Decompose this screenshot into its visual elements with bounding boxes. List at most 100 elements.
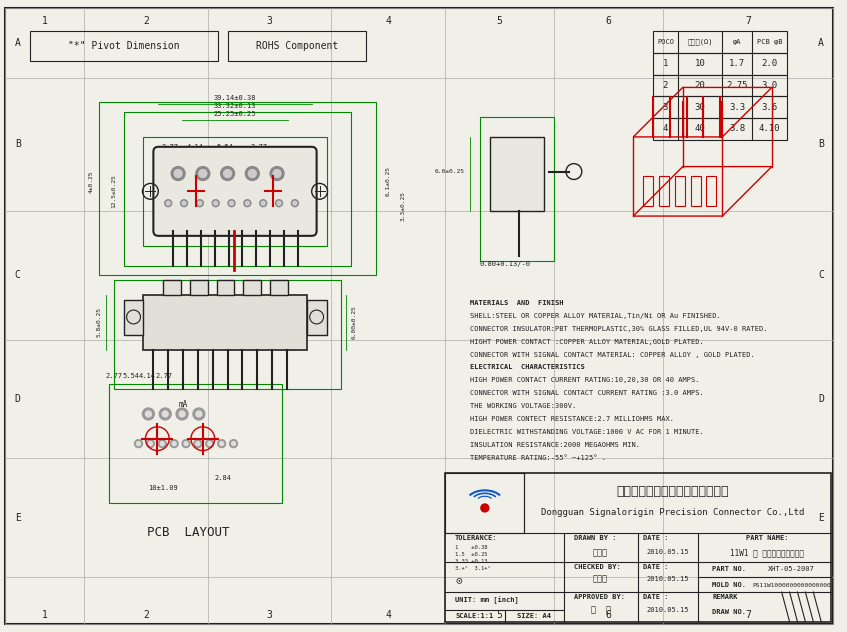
Bar <box>643 176 653 206</box>
Bar <box>143 137 326 246</box>
Text: 6.1±0.25: 6.1±0.25 <box>386 166 390 197</box>
Bar <box>307 300 326 335</box>
Text: C: C <box>818 270 824 281</box>
Text: B: B <box>818 139 824 149</box>
Circle shape <box>244 200 251 207</box>
Circle shape <box>196 167 210 181</box>
Text: 3.0: 3.0 <box>761 81 778 90</box>
Bar <box>124 300 143 335</box>
Circle shape <box>176 408 188 420</box>
Text: E: E <box>818 513 824 523</box>
Text: 7: 7 <box>745 610 751 620</box>
Text: DATE :: DATE : <box>643 564 668 570</box>
Text: 3.8: 3.8 <box>729 125 745 133</box>
Text: 4: 4 <box>385 16 391 26</box>
Circle shape <box>208 442 212 446</box>
Circle shape <box>246 167 259 181</box>
Circle shape <box>182 201 186 205</box>
Bar <box>653 31 787 53</box>
Circle shape <box>182 440 190 447</box>
Circle shape <box>174 169 182 178</box>
Circle shape <box>218 440 225 447</box>
Circle shape <box>291 200 298 207</box>
Text: 3: 3 <box>662 103 668 112</box>
Circle shape <box>148 442 152 446</box>
Bar <box>653 118 787 140</box>
Bar <box>653 53 787 75</box>
Text: CONNECTOR WITH SIGNAL CONTACT CURRENT RATING :3.0 AMPS.: CONNECTOR WITH SIGNAL CONTACT CURRENT RA… <box>470 390 704 396</box>
Bar <box>99 102 376 276</box>
Text: 3: 3 <box>267 16 273 26</box>
Bar <box>143 295 307 349</box>
Text: 1    ±0.38: 1 ±0.38 <box>455 545 488 550</box>
Text: DATE :: DATE : <box>643 535 668 540</box>
Circle shape <box>142 408 154 420</box>
Text: SHELL:STEEL OR COPPER ALLOY MATERIAL,Tin/Ni OR Au FINISHED.: SHELL:STEEL OR COPPER ALLOY MATERIAL,Tin… <box>470 313 721 319</box>
Text: E: E <box>15 513 20 523</box>
Text: 5.8±0.25: 5.8±0.25 <box>97 307 102 337</box>
Circle shape <box>230 201 234 205</box>
Bar <box>675 176 684 206</box>
Circle shape <box>166 201 170 205</box>
Circle shape <box>179 411 185 417</box>
Circle shape <box>261 201 265 205</box>
Text: 6.00±0.25: 6.00±0.25 <box>352 305 357 339</box>
Text: ROHS Component: ROHS Component <box>256 41 338 51</box>
Text: 2.77: 2.77 <box>105 374 122 379</box>
Text: 4.14: 4.14 <box>186 144 203 150</box>
Bar <box>690 176 700 206</box>
Text: PS11W1000000000000000: PS11W1000000000000000 <box>752 583 831 588</box>
Text: 2.77: 2.77 <box>162 144 179 150</box>
Text: HIGH POWER CONTECT RESISTANCE:2.7 MILLIOHMS MAX.: HIGH POWER CONTECT RESISTANCE:2.7 MILLIO… <box>470 416 674 422</box>
Text: INSULATION RESISTANCE:2000 MEGAOHMS MIN.: INSULATION RESISTANCE:2000 MEGAOHMS MIN. <box>470 442 640 447</box>
Text: 2010.05.15: 2010.05.15 <box>646 576 689 582</box>
Text: 1: 1 <box>662 59 668 68</box>
Bar <box>124 112 352 265</box>
Circle shape <box>219 442 224 446</box>
Circle shape <box>273 169 281 178</box>
Text: 4±0.25: 4±0.25 <box>89 170 94 193</box>
Text: 胡  超: 胡 超 <box>590 605 611 614</box>
Text: UNIT: mm [inch]: UNIT: mm [inch] <box>455 596 519 604</box>
Text: 6: 6 <box>606 16 612 26</box>
Circle shape <box>165 200 172 207</box>
Bar <box>30 31 218 61</box>
Bar <box>217 281 235 295</box>
Text: PART NAME:: PART NAME: <box>745 535 788 540</box>
Text: CONNECTOR WITH SIGNAL CONTACT MATERIAL: COPPER ALLOY , GOLD PLATED.: CONNECTOR WITH SIGNAL CONTACT MATERIAL: … <box>470 351 755 358</box>
Circle shape <box>171 167 185 181</box>
Text: TOLERANCE:: TOLERANCE: <box>455 535 498 540</box>
Text: A: A <box>15 38 20 48</box>
Text: 2.84: 2.84 <box>214 475 231 482</box>
Text: 3.+°  3.1+°: 3.+° 3.1+° <box>455 566 491 571</box>
Circle shape <box>184 442 188 446</box>
Text: Dongguan Signalorigin Precision Connector Co.,Ltd: Dongguan Signalorigin Precision Connecto… <box>541 508 805 518</box>
Text: PCB  LAYOUT: PCB LAYOUT <box>147 526 230 539</box>
Circle shape <box>206 440 213 447</box>
Text: 3: 3 <box>267 610 273 620</box>
Text: 3.6: 3.6 <box>761 103 778 112</box>
Circle shape <box>213 201 218 205</box>
Circle shape <box>197 200 203 207</box>
Text: CHECKED BY:: CHECKED BY: <box>574 564 621 570</box>
Bar <box>113 281 341 389</box>
Text: DATE :: DATE : <box>643 594 668 600</box>
Text: PCB φB: PCB φB <box>756 39 782 45</box>
Text: 4: 4 <box>662 125 668 133</box>
Text: 33.32±0.13: 33.32±0.13 <box>213 103 257 109</box>
Text: "*" Pivot Dimension: "*" Pivot Dimension <box>68 41 180 51</box>
Text: DIELECTRIC WITHSTANDING VOLTAGE:1000 V AC FOR 1 MINUTE.: DIELECTRIC WITHSTANDING VOLTAGE:1000 V A… <box>470 428 704 435</box>
Circle shape <box>270 167 284 181</box>
Text: 12.5±0.25: 12.5±0.25 <box>112 174 117 208</box>
Circle shape <box>199 169 207 178</box>
Circle shape <box>159 408 171 420</box>
Text: 3.3±0.25: 3.3±0.25 <box>401 191 406 221</box>
Text: SCALE:1:1: SCALE:1:1 <box>456 613 494 619</box>
Circle shape <box>248 169 257 178</box>
Text: 2.77: 2.77 <box>156 374 173 379</box>
Circle shape <box>293 201 296 205</box>
Circle shape <box>196 411 202 417</box>
Text: 10: 10 <box>695 59 706 68</box>
Text: B: B <box>15 139 20 149</box>
Bar <box>190 281 208 295</box>
